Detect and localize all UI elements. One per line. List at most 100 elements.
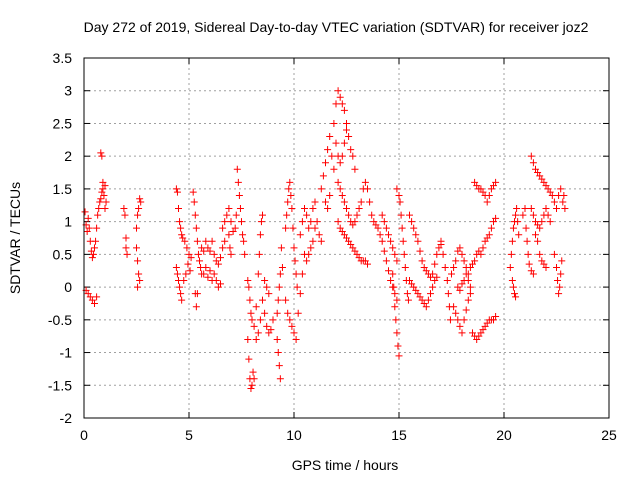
data-point-plus: [554, 277, 562, 285]
data-point-plus: [492, 178, 500, 186]
data-point-plus: [324, 146, 332, 154]
data-point-plus: [311, 224, 319, 232]
data-point-plus: [200, 247, 208, 255]
data-point-plus: [328, 152, 336, 160]
data-point-plus: [550, 198, 558, 206]
data-point-plus: [265, 290, 273, 298]
data-point-plus: [200, 270, 208, 278]
data-point-plus: [401, 263, 409, 271]
data-point-plus: [305, 250, 313, 258]
data-point-plus: [231, 224, 239, 232]
data-point-plus: [315, 231, 323, 239]
data-point-plus: [247, 385, 255, 393]
data-point-plus: [133, 224, 140, 232]
data-point-plus: [538, 218, 546, 226]
data-point-plus: [187, 254, 195, 262]
data-point-plus: [261, 309, 269, 317]
data-point-plus: [416, 247, 424, 255]
data-point-plus: [422, 303, 430, 311]
data-point-plus: [424, 296, 432, 304]
data-point-plus: [214, 260, 222, 268]
data-point-plus: [290, 329, 298, 337]
data-point-plus: [317, 185, 325, 193]
data-point-plus: [245, 355, 253, 363]
data-point-plus: [190, 198, 198, 206]
chart-title: Day 272 of 2019, Sidereal Day-to-day VTE…: [84, 19, 589, 35]
data-point-plus: [240, 237, 248, 245]
y-tick-label: -1.5: [48, 377, 72, 393]
data-point-plus: [382, 257, 390, 265]
data-point-plus: [244, 277, 252, 285]
data-point-plus: [210, 250, 218, 258]
data-point-plus: [513, 205, 521, 213]
data-point-plus: [393, 296, 401, 304]
data-point-plus: [275, 283, 283, 291]
data-point-plus: [441, 263, 449, 271]
data-point-plus: [177, 290, 185, 298]
data-point-plus: [303, 211, 311, 219]
data-point-plus: [322, 198, 329, 206]
data-point-plus: [378, 211, 386, 219]
data-point-plus: [460, 316, 468, 324]
data-point-plus: [248, 381, 256, 389]
data-point-plus: [173, 188, 181, 196]
y-tick-label: 0.5: [53, 246, 73, 262]
data-point-plus: [433, 250, 441, 258]
data-point-plus: [529, 211, 537, 219]
data-point-plus: [259, 296, 266, 304]
data-point-plus: [182, 270, 190, 278]
data-point-plus: [431, 260, 439, 268]
data-point-plus: [561, 205, 569, 213]
y-tick-label: -2: [60, 410, 73, 426]
y-tick-label: 3.5: [53, 50, 73, 66]
data-point-plus: [394, 342, 402, 350]
data-point-plus: [555, 290, 563, 298]
data-point-plus: [462, 306, 470, 314]
data-point-plus: [284, 309, 292, 317]
data-point-plus: [534, 237, 542, 245]
data-point-plus: [102, 198, 110, 206]
data-point-plus: [345, 133, 353, 141]
data-point-plus: [527, 152, 535, 160]
data-point-plus: [506, 263, 514, 271]
data-point-plus: [557, 185, 565, 193]
data-point-plus: [255, 250, 263, 258]
data-point-plus: [324, 205, 332, 213]
data-point-plus: [317, 237, 325, 245]
data-point-plus: [336, 185, 344, 193]
data-point-plus: [340, 106, 348, 114]
data-point-plus: [275, 362, 283, 370]
data-point-plus: [217, 254, 224, 262]
data-point-plus: [446, 316, 454, 324]
data-point-plus: [91, 299, 98, 307]
data-point-plus: [290, 244, 298, 252]
data-point-plus: [283, 211, 291, 219]
data-point-plus: [433, 273, 441, 281]
data-point-plus: [178, 231, 186, 239]
data-point-plus: [340, 139, 348, 147]
data-point-plus: [458, 329, 466, 337]
y-tick-label: 1: [64, 214, 72, 230]
data-point-plus: [226, 244, 234, 252]
data-point-plus: [178, 296, 186, 304]
data-point-plus: [390, 283, 398, 291]
data-point-plus: [252, 335, 260, 343]
data-point-plus: [437, 237, 445, 245]
x-tick-label: 0: [80, 427, 88, 443]
data-point-plus: [319, 172, 327, 180]
data-point-plus: [286, 178, 294, 186]
data-point-plus: [267, 326, 275, 334]
data-point-plus: [91, 244, 98, 252]
y-tick-label: 1.5: [53, 181, 73, 197]
data-point-plus: [343, 126, 350, 134]
data-point-plus: [466, 290, 474, 298]
data-points: [81, 87, 569, 393]
data-point-plus: [274, 349, 282, 357]
data-point-plus: [471, 257, 479, 265]
data-point-plus: [276, 270, 284, 278]
data-point-plus: [172, 185, 180, 193]
data-point-plus: [298, 218, 306, 226]
data-point-plus: [122, 234, 130, 242]
data-point-plus: [177, 224, 185, 232]
data-point-plus: [261, 277, 269, 285]
